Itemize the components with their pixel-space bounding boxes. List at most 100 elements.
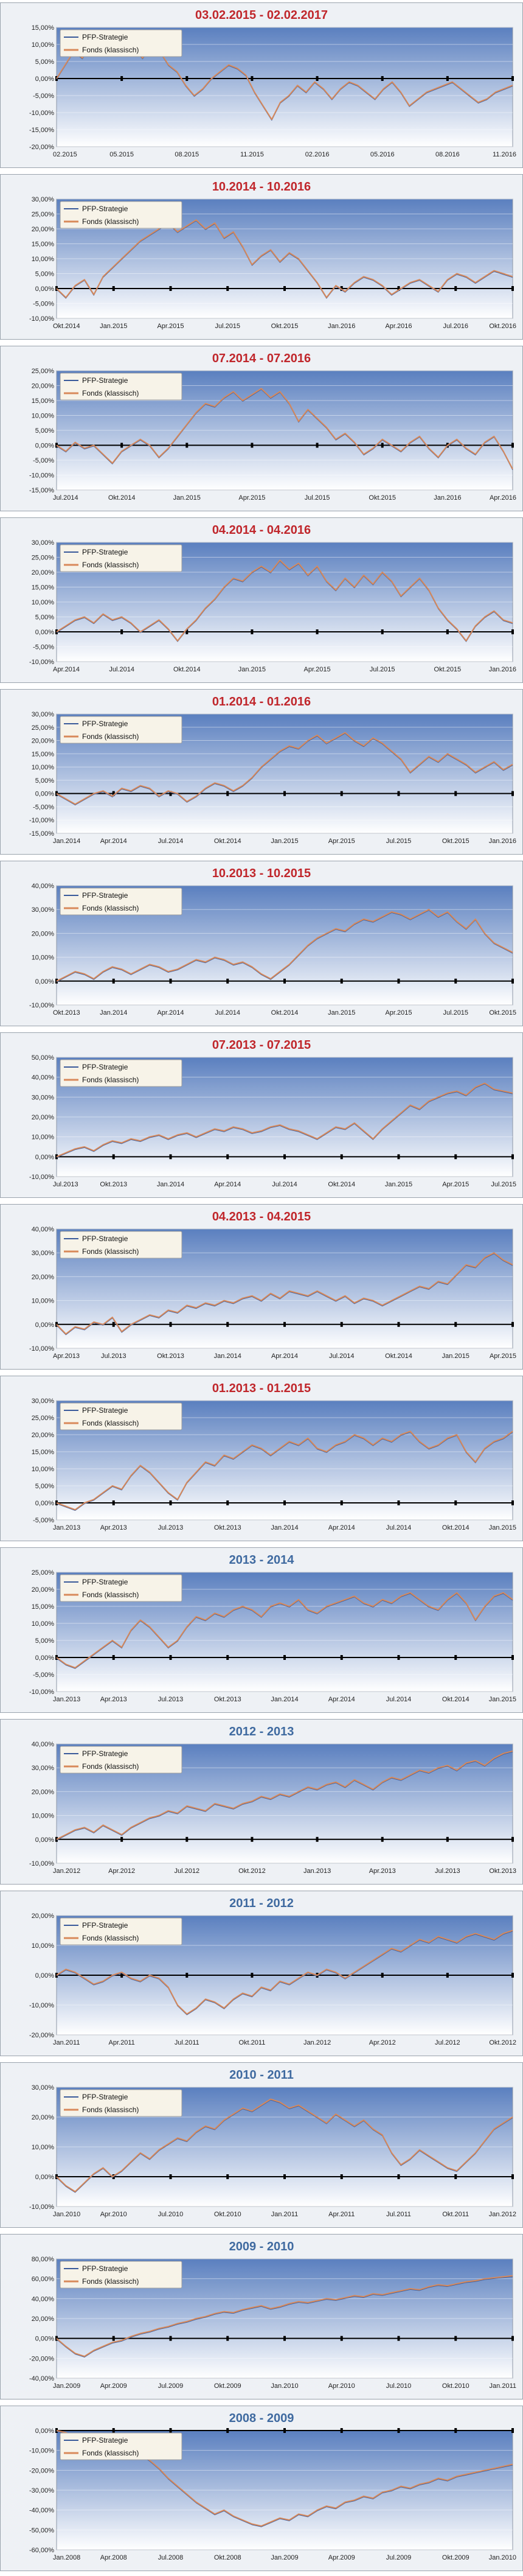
x-tick-mark — [511, 791, 514, 796]
x-tick-label: Jan.2012 — [489, 2211, 516, 2218]
x-tick-mark — [340, 978, 343, 984]
x-tick-label: Jan.2014 — [100, 1009, 127, 1017]
chart-title: 04.2014 - 04.2016 — [212, 523, 311, 537]
x-tick-label: 08.2015 — [175, 151, 199, 158]
x-tick-mark — [511, 2174, 514, 2179]
chart-title: 10.2013 - 10.2015 — [212, 867, 311, 880]
legend-label-strategy: PFP-Strategie — [82, 1578, 128, 1586]
x-tick-label: Apr.2015 — [490, 1353, 516, 1360]
x-tick-mark — [185, 629, 189, 634]
x-tick-mark — [511, 1500, 514, 1505]
y-tick-label: 40,00% — [32, 1074, 55, 1082]
y-tick-label: 60,00% — [32, 2276, 55, 2283]
x-tick-label: Jul.2015 — [305, 494, 330, 502]
legend-label-strategy: PFP-Strategie — [82, 548, 128, 556]
y-tick-label: -10,00% — [29, 659, 54, 666]
y-tick-label: -10,00% — [29, 1345, 54, 1353]
y-tick-label: 15,00% — [32, 584, 55, 592]
x-tick-label: Okt.2014 — [442, 1696, 469, 1703]
x-tick-label: Jan.2009 — [53, 2382, 80, 2390]
x-tick-mark — [340, 1655, 343, 1660]
x-tick-mark — [381, 443, 384, 448]
chart-panel: 01.2013 - 01.2015 30,00% 25,00% 20,00% 15,00… — [0, 1376, 523, 1541]
x-tick-mark — [120, 1836, 123, 1842]
x-tick-label: Jul.2008 — [158, 2554, 184, 2561]
x-tick-mark — [283, 791, 286, 796]
y-tick-label: 5,00% — [35, 1483, 54, 1490]
x-tick-label: Jul.2014 — [53, 494, 78, 502]
x-tick-mark — [511, 1321, 514, 1327]
x-tick-mark — [511, 443, 514, 448]
legend-label-strategy: PFP-Strategie — [82, 2436, 128, 2445]
y-tick-label: 10,00% — [32, 1620, 55, 1628]
x-tick-label: Jul.2009 — [386, 2554, 412, 2561]
x-tick-mark — [511, 1154, 514, 1160]
x-tick-mark — [169, 2174, 172, 2179]
x-tick-label: Jul.2012 — [174, 1867, 199, 1875]
chart-svg: 2009 - 2010 80,00% 60,00% 40,00% 20,00% 0,00%… — [29, 2240, 516, 2390]
y-tick-label: 5,00% — [35, 427, 54, 435]
y-tick-label: 0,00% — [35, 1500, 54, 1507]
y-tick-label: 10,00% — [32, 413, 55, 420]
chart-panel: 2013 - 2014 25,00% 20,00% 15,00% 10,00% 5,00%… — [0, 1547, 523, 1713]
x-tick-mark — [226, 978, 229, 984]
legend-label-fund: Fonds (klassisch) — [82, 2277, 139, 2286]
chart-svg: 2013 - 2014 25,00% 20,00% 15,00% 10,00% 5,00%… — [29, 1553, 516, 1703]
legend-label-fund: Fonds (klassisch) — [82, 2449, 139, 2457]
legend-box — [60, 544, 182, 572]
x-tick-label: Apr.2015 — [238, 494, 265, 502]
legend-box — [60, 1917, 182, 1945]
y-tick-label: 20,00% — [32, 930, 55, 937]
x-tick-label: Okt.2013 — [100, 1181, 127, 1188]
x-tick-mark — [397, 1321, 400, 1327]
y-tick-label: 30,00% — [32, 196, 55, 203]
legend-box — [60, 2432, 182, 2460]
x-tick-label: 11.2015 — [240, 151, 264, 158]
series-line-fund — [56, 732, 513, 805]
x-tick-label: Okt.2010 — [214, 2211, 241, 2218]
chart-svg: 01.2013 - 01.2015 30,00% 25,00% 20,00% 15,00… — [32, 1382, 516, 1531]
y-tick-label: 20,00% — [32, 738, 55, 745]
x-tick-mark — [446, 1836, 449, 1842]
chart-svg: 2011 - 2012 20,00% 10,00% 0,00% -10,00% -20,0… — [29, 1897, 516, 2046]
x-tick-mark — [251, 1973, 254, 1978]
y-tick-label: 80,00% — [32, 2256, 55, 2263]
series-line-strategy — [56, 2276, 513, 2357]
x-tick-label: Jan.2015 — [442, 1353, 469, 1360]
y-tick-label: -10,00% — [29, 110, 54, 117]
legend-label-strategy: PFP-Strategie — [82, 1749, 128, 1758]
x-tick-label: Jan.2011 — [53, 2039, 80, 2046]
legend: PFP-Strategie Fonds (klassisch) — [60, 373, 182, 401]
legend-label-strategy: PFP-Strategie — [82, 205, 128, 213]
x-tick-label: Okt.2014 — [53, 323, 80, 330]
y-tick-label: 30,00% — [32, 1250, 55, 1257]
x-tick-label: Apr.2014 — [100, 838, 127, 845]
x-tick-mark — [169, 1154, 172, 1160]
series-line-fund — [56, 559, 513, 642]
x-tick-label: Apr.2008 — [100, 2554, 127, 2561]
x-tick-label: Jul.2015 — [215, 323, 240, 330]
x-tick-label: Apr.2014 — [157, 1009, 184, 1017]
legend-label-strategy: PFP-Strategie — [82, 1063, 128, 1071]
x-tick-mark — [454, 1321, 457, 1327]
x-tick-label: Apr.2014 — [328, 1524, 355, 1531]
x-tick-mark — [169, 791, 172, 796]
y-tick-label: 25,00% — [32, 1569, 55, 1577]
x-tick-label: Jan.2016 — [328, 323, 355, 330]
chart-svg: 01.2014 - 01.2016 30,00% 25,00% 20,00% 15,00… — [29, 695, 516, 845]
x-tick-label: Apr.2013 — [100, 1524, 127, 1531]
x-tick-mark — [112, 286, 115, 291]
x-tick-mark — [112, 1500, 115, 1505]
y-tick-label: 25,00% — [32, 724, 55, 732]
y-tick-label: 25,00% — [32, 555, 55, 562]
x-tick-label: Jan.2015 — [385, 1181, 412, 1188]
y-tick-label: 20,00% — [32, 1913, 55, 1920]
legend: PFP-Strategie Fonds (klassisch) — [60, 1746, 182, 1774]
y-tick-label: 5,00% — [35, 58, 54, 66]
x-tick-label: Jan.2016 — [489, 666, 516, 673]
legend: PFP-Strategie Fonds (klassisch) — [60, 1574, 182, 1602]
x-tick-mark — [381, 76, 384, 81]
chart-title: 03.02.2015 - 02.02.2017 — [195, 9, 328, 22]
x-tick-label: Okt.2012 — [238, 1867, 266, 1875]
x-tick-label: Jan.2009 — [271, 2554, 298, 2561]
